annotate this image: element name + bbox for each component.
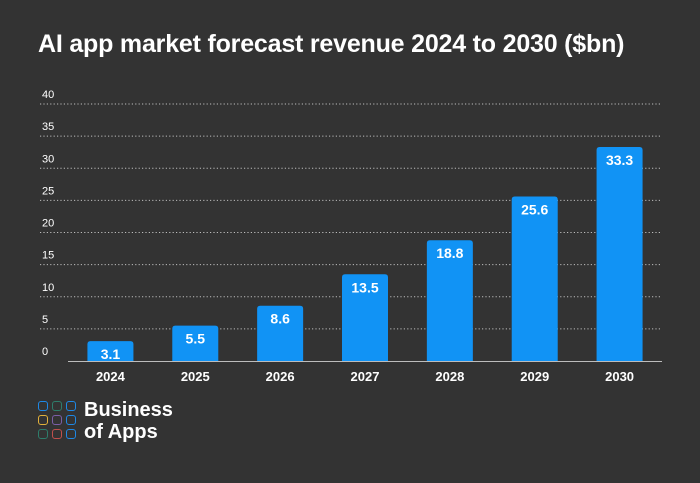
x-tick-label: 2028 xyxy=(435,369,464,384)
data-label: 5.5 xyxy=(186,331,206,347)
bar-2025 xyxy=(172,325,219,361)
logo-tile xyxy=(66,429,76,439)
logo-tile xyxy=(52,401,62,411)
logo-tile xyxy=(66,401,76,411)
logo-tile xyxy=(38,401,48,411)
data-label: 18.8 xyxy=(436,245,463,261)
logo-text: Business of Apps xyxy=(84,399,173,443)
x-tick-label: 2025 xyxy=(181,369,210,384)
y-tick-label: 5 xyxy=(42,314,48,326)
business-of-apps-logo: Business of Apps xyxy=(38,399,208,446)
y-tick-label: 20 xyxy=(42,218,54,230)
x-tick-label: 2029 xyxy=(520,369,549,384)
y-tick-label: 15 xyxy=(42,250,54,262)
y-tick-label: 10 xyxy=(42,282,54,294)
logo-tile xyxy=(38,429,48,439)
bar-2024 xyxy=(87,341,134,361)
data-label: 3.1 xyxy=(101,346,121,362)
x-tick-label: 2024 xyxy=(96,369,126,384)
chart-title: AI app market forecast revenue 2024 to 2… xyxy=(38,30,625,58)
logo-tile xyxy=(52,429,62,439)
logo-tile xyxy=(66,415,76,425)
x-tick-label: 2030 xyxy=(605,369,634,384)
bar-2026 xyxy=(257,305,304,361)
bar-2030 xyxy=(596,147,643,361)
y-tick-label: 0 xyxy=(42,346,48,358)
y-tick-label: 30 xyxy=(42,153,54,165)
x-tick-label: 2027 xyxy=(351,369,380,384)
y-tick-label: 35 xyxy=(42,121,54,133)
y-tick-label: 40 xyxy=(42,89,54,101)
data-label: 33.3 xyxy=(606,152,633,168)
bar-2029 xyxy=(511,196,558,361)
bar-2028 xyxy=(426,240,473,361)
logo-text-line2: of Apps xyxy=(84,421,158,443)
x-tick-label: 2026 xyxy=(266,369,295,384)
logo-tile xyxy=(38,415,48,425)
data-label: 8.6 xyxy=(270,311,290,327)
y-tick-label: 25 xyxy=(42,185,54,197)
logo-grid-icon xyxy=(38,401,78,441)
logo-tile xyxy=(52,415,62,425)
data-label: 25.6 xyxy=(521,202,548,218)
logo-text-line1: Business xyxy=(84,399,173,421)
bar-2027 xyxy=(342,274,388,361)
data-label: 13.5 xyxy=(351,279,378,295)
